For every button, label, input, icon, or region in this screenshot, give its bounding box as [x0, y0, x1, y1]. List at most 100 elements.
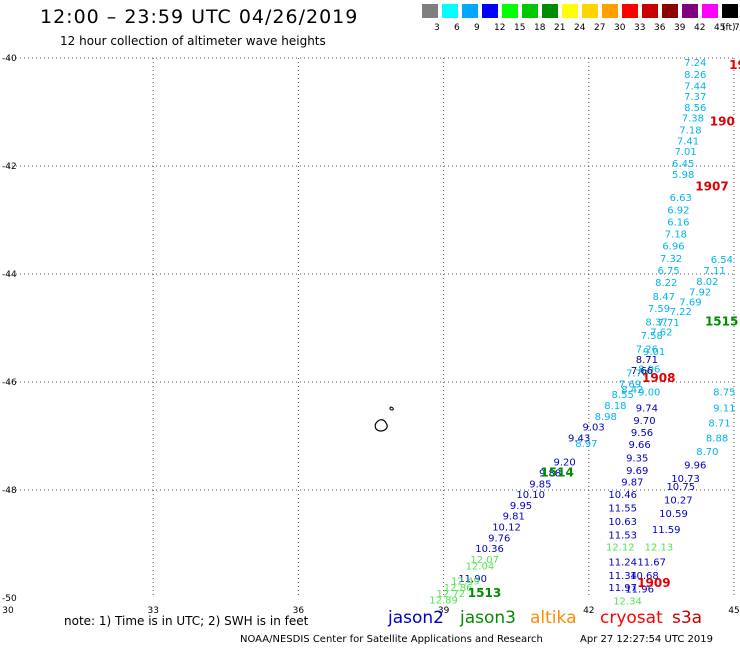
legend-bin-label: 24 [574, 23, 586, 33]
legend-swatch [582, 4, 598, 18]
page-subtitle: 12 hour collection of altimeter wave hei… [60, 34, 326, 48]
legend-unit: (ft) [722, 23, 736, 33]
legend-jason2: jason2 [388, 608, 444, 628]
wave-height-value: 7.22 [670, 307, 692, 318]
wave-height-value: 7.69 [679, 297, 701, 308]
pass-number-label: 190 [729, 58, 740, 72]
pass-number-label: 1515 [705, 314, 738, 328]
wave-height-value: 11.55 [608, 504, 637, 515]
pass-number-label: 1908 [642, 371, 675, 385]
lat-tick-label: -50 [2, 594, 17, 604]
legend-bin-label: 42 [694, 23, 706, 33]
credit-text: NOAA/NESDIS Center for Satellite Applica… [240, 634, 543, 645]
wave-height-value: 10.59 [659, 509, 688, 520]
wave-height-value: 6.75 [658, 266, 680, 277]
wave-height-value: 7.59 [648, 304, 670, 315]
legend-bin-label: 33 [634, 23, 646, 33]
legend-bin-label: 45 [714, 23, 726, 33]
wave-height-value: 8.47 [653, 292, 675, 303]
wave-height-value: 7.24 [684, 58, 706, 69]
wave-height-value: 9.85 [529, 479, 551, 490]
legend-swatch [542, 4, 558, 18]
wave-height-value: 10.46 [608, 490, 637, 501]
legend-s3a: s3a [672, 608, 703, 628]
wave-height-value: 9.74 [636, 404, 658, 415]
wave-height-value: 11.53 [608, 531, 637, 542]
wave-height-value: 9.01 [643, 347, 665, 358]
legend-swatch [722, 4, 738, 18]
wave-height-value: 6.54 [711, 255, 733, 266]
wave-height-value: 11.24 [608, 558, 637, 569]
wave-height-value: 9.00 [638, 388, 660, 399]
wave-height-value: 8.02 [696, 277, 718, 288]
lat-tick-label: -46 [2, 378, 17, 388]
grid-lines [8, 58, 734, 598]
legend-bin-label: 39 [674, 23, 686, 33]
legend-swatch [702, 4, 718, 18]
lat-tick-label: -42 [2, 162, 17, 172]
wave-height-value: 7.58 [641, 331, 663, 342]
legend-bin-label: 3 [434, 23, 440, 33]
wave-height-value: 8.26 [684, 70, 706, 81]
legend-bin-label: 9 [474, 23, 480, 33]
footer-note: note: 1) Time is in UTC; 2) SWH is in fe… [64, 614, 309, 628]
pass-number-label: 1909 [637, 576, 670, 590]
wave-height-value: 9.95 [510, 501, 532, 512]
pass-number-label: 190 [710, 115, 735, 129]
legend-swatch [622, 4, 638, 18]
legend-cryosat: cryosat [600, 608, 663, 628]
wave-height-value: 8.88 [706, 433, 728, 444]
lon-tick-label: 45 [728, 606, 739, 616]
wave-height-value: 9.43 [568, 433, 590, 444]
legend-swatch [522, 4, 538, 18]
wave-height-value: 12.13 [645, 542, 674, 553]
wave-height-value: 8.71 [708, 418, 730, 429]
legend-swatch [482, 4, 498, 18]
wave-height-value: 10.36 [475, 544, 504, 555]
wave-height-value: 9.96 [684, 460, 706, 471]
wave-height-value: 7.71 [658, 318, 680, 329]
wave-height-value: 6.96 [662, 242, 684, 253]
wave-height-value: 8.56 [684, 103, 706, 114]
axis-ticks: 30 33 36 39 42 45 -40 -42 -44 -46 -48 -50 [2, 54, 740, 616]
wave-height-value: 9.20 [553, 458, 575, 469]
wave-height-value: 8.18 [604, 401, 626, 412]
lon-tick-label: 30 [2, 606, 14, 616]
wave-height-value: 9.87 [621, 478, 643, 489]
wave-height-value: 7.38 [682, 114, 704, 125]
wave-height-value: 7.70 [626, 369, 648, 380]
page-title: 12:00 – 23:59 UTC 04/26/2019 [40, 6, 359, 28]
wave-height-value: 6.16 [667, 217, 689, 228]
wave-height-value: 12.12 [606, 542, 635, 553]
wave-height-value: 9.56 [631, 428, 653, 439]
legend-swatch [562, 4, 578, 18]
legend-bin-label: 70 [734, 23, 740, 33]
wave-height-value: 7.62 [650, 328, 672, 339]
legend-bin-label: 12 [494, 23, 506, 33]
legend-jason3: jason3 [460, 608, 516, 628]
wave-height-value: 7.18 [679, 126, 701, 137]
wave-height-value: 11.59 [652, 525, 681, 536]
wave-height-value: 9.76 [488, 533, 510, 544]
wave-height-value: 9.11 [713, 404, 735, 415]
legend-altika: altika [530, 608, 577, 628]
pass-number-label: 1514 [540, 466, 573, 480]
wave-height-value: 11.67 [637, 558, 666, 569]
legend-swatch [642, 4, 658, 18]
wave-height-value: 7.66 [631, 366, 653, 377]
legend-swatch [682, 4, 698, 18]
lat-tick-label: -40 [2, 54, 17, 64]
wave-height-value: 8.75 [713, 388, 735, 399]
wave-height-value: 7.01 [674, 147, 696, 158]
legend-bin-label: 36 [654, 23, 666, 33]
lon-tick-label: 39 [438, 606, 450, 616]
wave-height-value: 10.68 [630, 571, 659, 582]
wave-height-value: 8.98 [595, 412, 617, 423]
wave-height-value: 6.92 [667, 206, 689, 217]
wave-height-value: 12.07 [470, 555, 499, 566]
lat-tick-label: -48 [2, 486, 17, 496]
wave-height-value: 7.26 [636, 344, 658, 355]
lon-tick-label: 42 [583, 606, 594, 616]
legend-swatch [462, 4, 478, 18]
